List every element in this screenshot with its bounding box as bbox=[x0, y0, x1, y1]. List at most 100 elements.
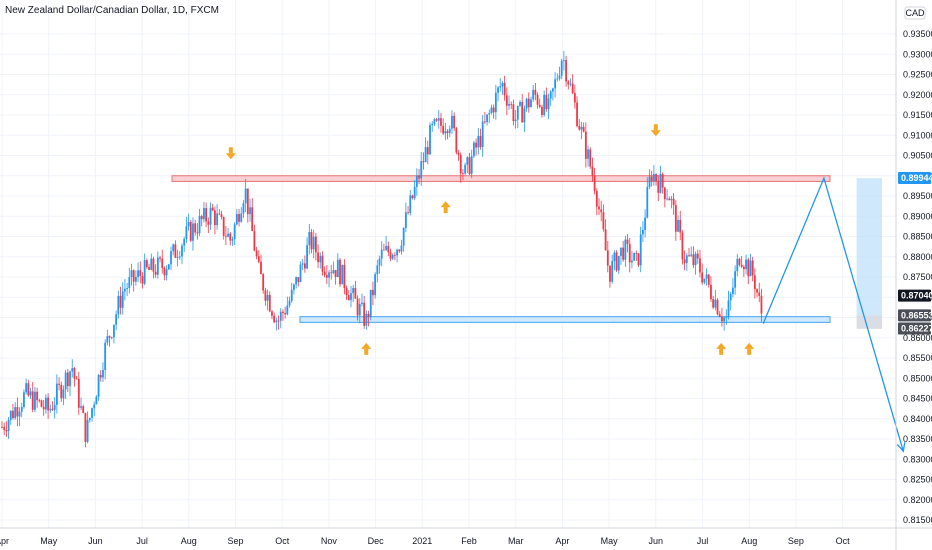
candle-body bbox=[341, 264, 344, 285]
candle-body bbox=[437, 118, 440, 121]
candle-body bbox=[211, 207, 214, 211]
candle-body bbox=[422, 161, 425, 163]
candle-body bbox=[244, 188, 247, 204]
candle-body bbox=[615, 252, 618, 271]
candle-body bbox=[552, 88, 554, 92]
candle-body bbox=[99, 374, 102, 378]
candle-body bbox=[93, 404, 96, 409]
candle-body bbox=[205, 208, 208, 222]
candle-body bbox=[372, 289, 374, 296]
candle-body bbox=[650, 176, 653, 182]
candle-body bbox=[88, 418, 91, 420]
candle-body bbox=[663, 187, 666, 200]
candle-body bbox=[55, 383, 58, 405]
candle-body bbox=[490, 107, 493, 113]
candle-body bbox=[424, 147, 427, 163]
candle-body bbox=[257, 256, 260, 262]
candle-body bbox=[562, 60, 565, 61]
candle-body bbox=[49, 408, 52, 411]
candle-body bbox=[604, 229, 607, 251]
support-zone bbox=[299, 316, 831, 323]
stop-box bbox=[856, 315, 882, 329]
candle-body bbox=[66, 372, 69, 387]
candle-body bbox=[23, 392, 25, 407]
candle-body bbox=[187, 221, 190, 227]
candle-body bbox=[319, 255, 322, 263]
candle-body bbox=[477, 136, 480, 148]
candle-body bbox=[479, 136, 482, 147]
candle-body bbox=[286, 305, 289, 315]
candle-body bbox=[44, 397, 47, 410]
candle-body bbox=[591, 166, 594, 176]
candle-body bbox=[192, 223, 194, 241]
candle-body bbox=[387, 245, 390, 253]
candle-body bbox=[9, 410, 12, 420]
candle-body bbox=[233, 224, 236, 240]
candle-body bbox=[117, 295, 120, 315]
time-tick-label: Jun bbox=[649, 536, 664, 546]
time-tick-label: Feb bbox=[461, 536, 477, 546]
up-arrow-icon bbox=[440, 201, 451, 214]
candle-body bbox=[652, 174, 655, 182]
candle-body bbox=[696, 253, 699, 259]
candle-body bbox=[431, 123, 434, 126]
candle-body bbox=[376, 265, 379, 275]
candle-body bbox=[224, 235, 227, 237]
candle-body bbox=[519, 101, 521, 106]
candle-body bbox=[718, 314, 721, 317]
candle-body bbox=[694, 253, 697, 266]
price-tag-bg bbox=[898, 172, 931, 185]
candle-body bbox=[622, 247, 625, 260]
candle-body bbox=[516, 105, 519, 120]
price-tag-bg bbox=[898, 322, 931, 335]
candle-body bbox=[483, 121, 486, 123]
candle-body bbox=[571, 83, 574, 94]
candle-body bbox=[255, 250, 258, 257]
candle-body bbox=[251, 207, 254, 231]
candle-body bbox=[677, 219, 679, 232]
up-arrow-icon bbox=[361, 342, 372, 355]
candle-body bbox=[721, 316, 723, 322]
candle-body bbox=[554, 79, 557, 89]
candle-body bbox=[334, 270, 337, 278]
candle-body bbox=[670, 198, 673, 201]
candle-body bbox=[486, 114, 488, 123]
target-box bbox=[856, 178, 882, 316]
candle-body bbox=[473, 142, 475, 157]
candle-body bbox=[753, 275, 756, 290]
candle-body bbox=[426, 147, 429, 155]
candle-body bbox=[409, 195, 412, 213]
down-arrow-icon bbox=[650, 124, 661, 137]
candle-body bbox=[481, 121, 484, 147]
candle-body bbox=[95, 396, 98, 405]
candle-body bbox=[82, 406, 85, 413]
drawings bbox=[225, 124, 906, 453]
candle-body bbox=[124, 288, 126, 292]
candle-body bbox=[602, 212, 605, 230]
candle-body bbox=[29, 391, 32, 396]
candle-body bbox=[383, 249, 385, 251]
candle-body bbox=[207, 221, 210, 225]
candle-body bbox=[132, 270, 135, 282]
candle-body bbox=[523, 108, 526, 123]
candle-body bbox=[38, 400, 41, 401]
candle-body bbox=[690, 254, 693, 256]
time-tick-label: Jun bbox=[88, 536, 103, 546]
candle-body bbox=[492, 107, 495, 113]
candle-body bbox=[110, 337, 113, 339]
currency-badge: CAD bbox=[904, 6, 926, 20]
candle-body bbox=[620, 247, 622, 256]
time-axis[interactable]: Apr May Jun Jul Aug Sep Oct Nov Dec 2021 Feb Mar Apr… bbox=[0, 527, 932, 546]
candle-body bbox=[148, 266, 150, 270]
candle-body bbox=[128, 277, 131, 288]
candle-body bbox=[411, 195, 414, 199]
candle-body bbox=[714, 299, 717, 308]
candle-body bbox=[58, 383, 60, 385]
